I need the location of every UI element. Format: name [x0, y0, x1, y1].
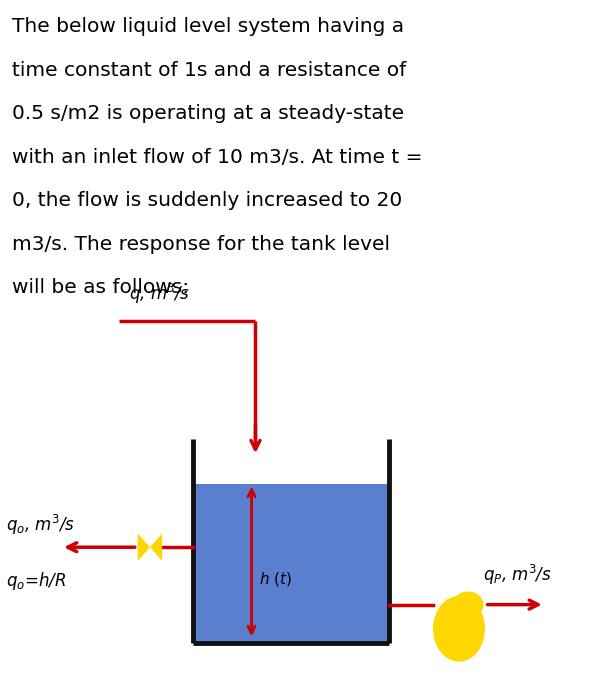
Polygon shape — [150, 533, 162, 561]
Polygon shape — [138, 533, 150, 561]
Text: $h\ (t)$: $h\ (t)$ — [259, 570, 292, 588]
Text: The below liquid level system having a: The below liquid level system having a — [12, 17, 405, 36]
Text: $q_o$=h/R: $q_o$=h/R — [6, 570, 66, 592]
Text: 0, the flow is suddenly increased to 20: 0, the flow is suddenly increased to 20 — [12, 191, 403, 210]
Text: $q_P$, m$^3$/s: $q_P$, m$^3$/s — [483, 563, 552, 587]
Text: time constant of 1s and a resistance of: time constant of 1s and a resistance of — [12, 61, 406, 79]
Text: $q$, m$^3$/s: $q$, m$^3$/s — [129, 282, 190, 306]
Text: will be as follows:: will be as follows: — [12, 278, 189, 297]
Text: $q_o$, m$^3$/s: $q_o$, m$^3$/s — [6, 513, 75, 537]
Ellipse shape — [433, 596, 485, 662]
Text: 0.5 s/m2 is operating at a steady-state: 0.5 s/m2 is operating at a steady-state — [12, 104, 405, 123]
Bar — [193, 484, 389, 643]
Text: with an inlet flow of 10 m3/s. At time t =: with an inlet flow of 10 m3/s. At time t… — [12, 148, 423, 167]
Ellipse shape — [453, 591, 483, 618]
Text: m3/s. The response for the tank level: m3/s. The response for the tank level — [12, 235, 390, 254]
